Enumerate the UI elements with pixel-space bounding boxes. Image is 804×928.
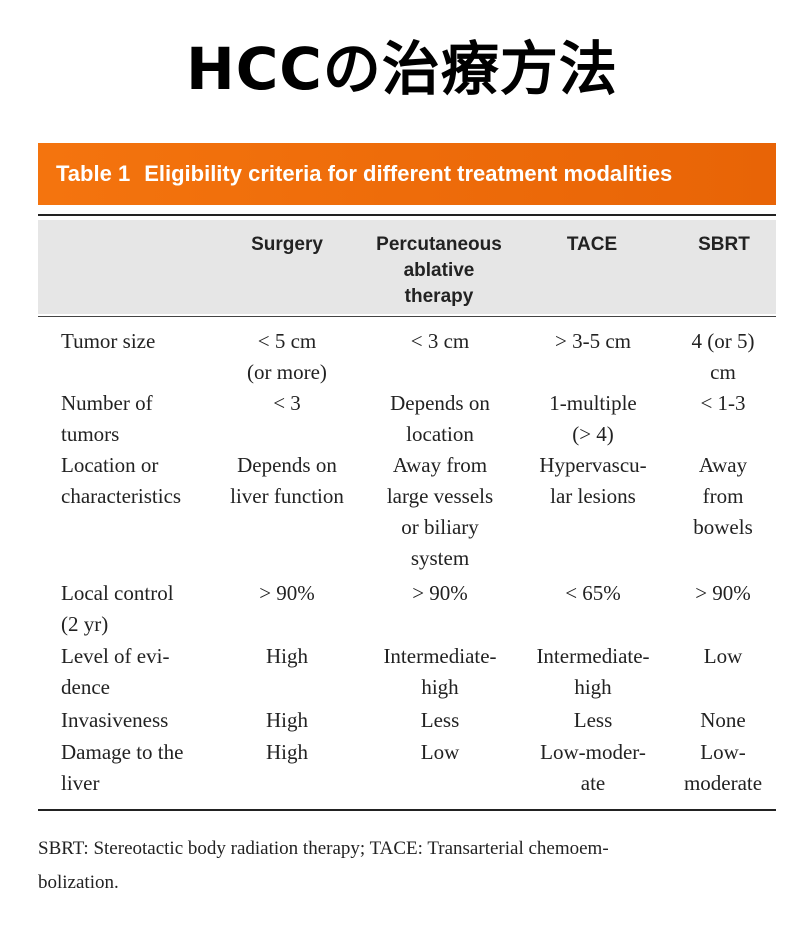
cell-damage-tace: Low-moder- ate xyxy=(540,740,646,795)
cell-control-sbrt: > 90% xyxy=(695,581,751,605)
cell-tumor-size-ablative: < 3 cm xyxy=(410,329,470,353)
row-label-invasiveness: Invasiveness xyxy=(61,708,169,732)
cell-evidence-tace: Intermediate- high xyxy=(536,644,650,699)
table-header-rule xyxy=(38,316,776,317)
cell-evidence-ablative: Intermediate- high xyxy=(383,644,497,699)
cell-location-sbrt: Away from bowels xyxy=(693,453,753,539)
slide-title: HCCの治療方法 xyxy=(186,35,618,103)
cell-invasiveness-ablative: Less xyxy=(420,708,460,732)
cell-location-ablative: Away from large vessels or biliary syste… xyxy=(386,453,494,570)
cell-damage-surgery: High xyxy=(266,740,308,764)
table-number: Table 1 xyxy=(56,161,131,186)
cell-number-surgery: < 3 xyxy=(273,391,301,415)
cell-control-ablative: > 90% xyxy=(412,581,468,605)
row-label-evidence: Level of evi- dence xyxy=(61,644,170,699)
table-caption-banner: Table 1 Eligibility criteria for differe… xyxy=(38,143,776,205)
cell-control-tace: < 65% xyxy=(565,581,621,605)
cell-tumor-size-surgery: < 5 cm (or more) xyxy=(247,329,327,384)
cell-number-tace: 1-multiple (> 4) xyxy=(549,391,637,446)
row-label-location: Location or characteristics xyxy=(61,453,182,508)
cell-location-tace: Hypervascu- lar lesions xyxy=(539,453,647,508)
table-bottom-rule xyxy=(38,809,776,811)
cell-evidence-surgery: High xyxy=(266,644,308,668)
row-label-number-of-tumors: Number of tumors xyxy=(61,391,153,446)
cell-location-surgery: Depends on liver function xyxy=(230,453,344,508)
cell-damage-ablative: Low xyxy=(420,740,460,764)
cell-number-sbrt: < 1-3 xyxy=(700,391,746,415)
cell-number-ablative: Depends on location xyxy=(390,391,490,446)
cell-invasiveness-sbrt: None xyxy=(700,708,746,732)
column-header-percutaneous: Percutaneous ablative therapy xyxy=(376,234,502,307)
table-footnote: SBRT: Stereotactic body radiation therap… xyxy=(38,838,609,893)
cell-damage-sbrt: Low- moderate xyxy=(683,740,763,795)
cell-invasiveness-tace: Less xyxy=(573,708,613,732)
cell-control-surgery: > 90% xyxy=(259,581,315,605)
cell-tumor-size-tace: > 3-5 cm xyxy=(555,329,631,353)
table-caption: Eligibility criteria for different treat… xyxy=(144,161,673,186)
cell-invasiveness-surgery: High xyxy=(266,708,308,732)
column-header-tace: TACE xyxy=(566,234,618,255)
row-label-tumor-size: Tumor size xyxy=(61,329,156,353)
column-header-surgery: Surgery xyxy=(251,234,323,255)
cell-tumor-size-sbrt: 4 (or 5) cm xyxy=(691,329,755,384)
column-header-sbrt: SBRT xyxy=(698,234,750,255)
table-header-band xyxy=(38,220,776,314)
table-top-rule xyxy=(38,214,776,216)
cell-evidence-sbrt: Low xyxy=(703,644,743,668)
row-label-damage: Damage to the liver xyxy=(61,740,184,795)
row-label-local-control: Local control (2 yr) xyxy=(61,581,174,636)
